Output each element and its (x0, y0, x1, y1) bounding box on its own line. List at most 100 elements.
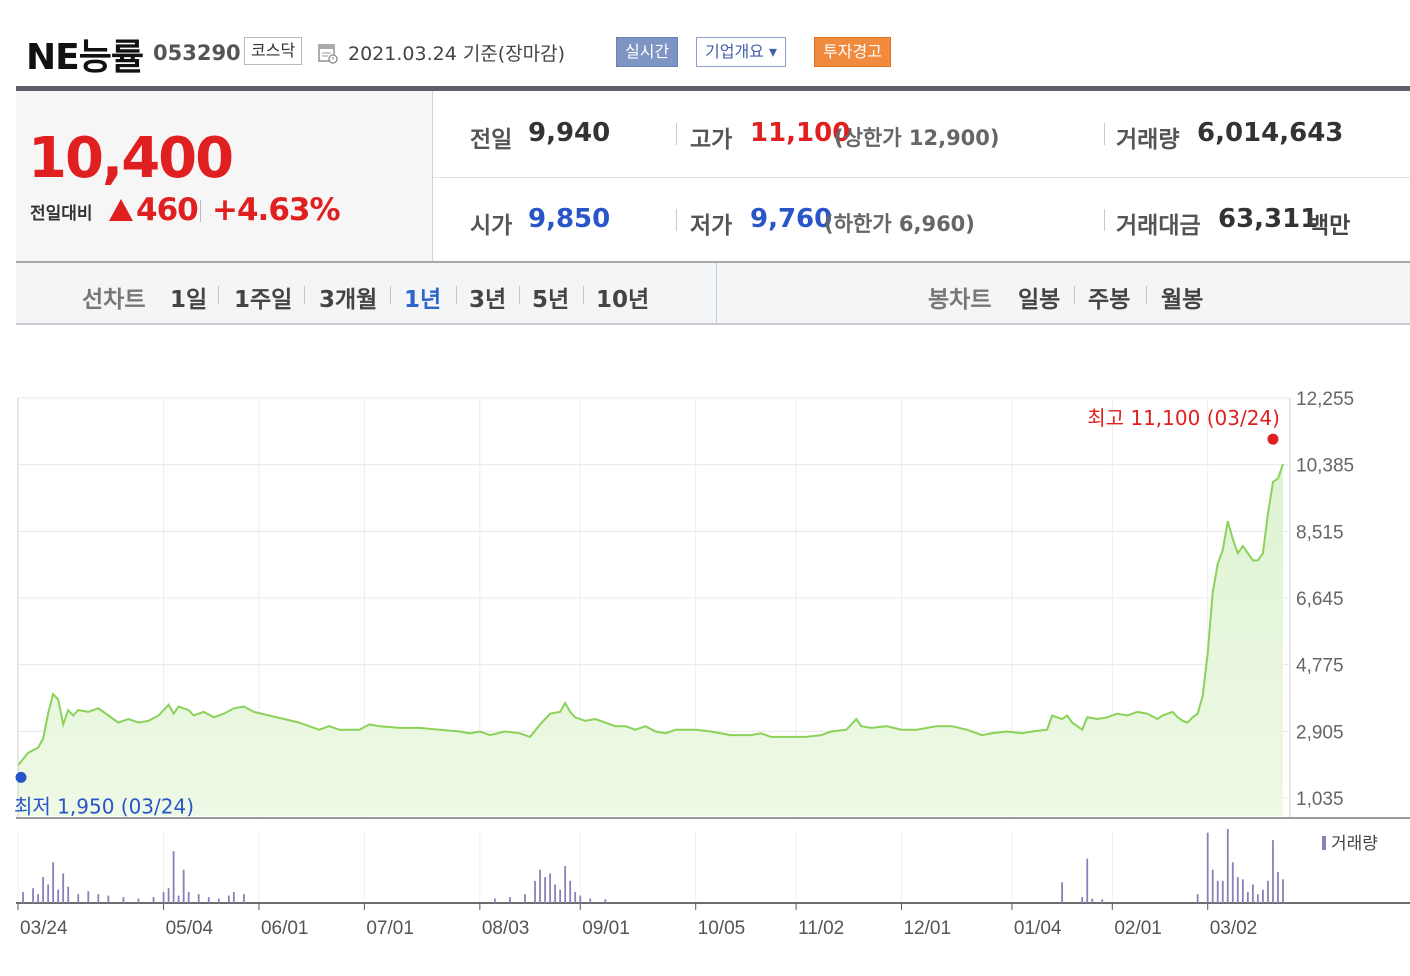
volume-bar (549, 873, 552, 903)
change-value: 460 (136, 192, 199, 228)
high-value: 11,100 (750, 118, 851, 148)
volume-value: 6,014,643 (1197, 118, 1344, 148)
period-1week[interactable]: 1주일 (234, 287, 293, 313)
volume-bar (197, 894, 200, 903)
x-tick-label: 03/02 (1210, 918, 1258, 939)
x-tick-label: 07/01 (366, 918, 414, 939)
period-separator (519, 286, 520, 304)
period-separator (304, 286, 305, 304)
volume-bar (207, 897, 210, 903)
open-label: 시가 (470, 213, 513, 239)
y-tick-label: 12,255 (1296, 389, 1354, 410)
x-tick-label: 08/03 (482, 918, 530, 939)
volume-bar (589, 898, 592, 903)
volume-bar (1272, 840, 1274, 903)
x-tick-label: 09/01 (582, 918, 630, 939)
period-3year[interactable]: 3년 (469, 287, 507, 313)
candle-weekly[interactable]: 주봉 (1088, 287, 1131, 313)
volume-bar (1221, 880, 1224, 903)
volume-bar (1226, 829, 1229, 903)
stat-separator (676, 209, 677, 231)
period-bar-divider (716, 263, 717, 324)
low-value: 9,760 (750, 204, 833, 234)
volume-label: 거래량 (1116, 127, 1180, 153)
volume-bar (1061, 882, 1064, 903)
y-tick-label: 1,035 (1296, 789, 1344, 810)
price-panel-bottom (16, 261, 1410, 263)
period-selector-bar (16, 263, 1410, 325)
amount-value: 63,311 (1218, 204, 1319, 234)
low-label: 저가 (690, 213, 733, 239)
stat-separator (1104, 209, 1105, 231)
volume-bar (534, 880, 536, 903)
volume-bar (1086, 858, 1089, 903)
x-tick-label: 10/05 (698, 918, 746, 939)
base-date: 2021.03.24 기준(장마감) (348, 43, 566, 65)
volume-bar (32, 888, 34, 903)
open-value: 9,850 (528, 204, 611, 234)
y-tick-label: 6,645 (1296, 589, 1344, 610)
period-3month[interactable]: 3개월 (319, 287, 378, 313)
volume-bar (152, 897, 155, 903)
change-separator (200, 200, 201, 222)
volume-bar (22, 891, 24, 903)
high-label: 고가 (690, 127, 733, 153)
period-1year[interactable]: 1년 (404, 287, 442, 313)
y-tick-label: 2,905 (1296, 722, 1344, 743)
calendar-icon (318, 42, 338, 64)
volume-bar (564, 866, 567, 903)
volume-bar (37, 894, 39, 903)
x-tick-label: 11/02 (798, 918, 844, 939)
volume-bar (524, 894, 526, 903)
volume-bar (97, 894, 100, 903)
volume-bar (539, 869, 541, 903)
volume-legend-label: 거래량 (1331, 834, 1378, 854)
volume-bar (559, 889, 562, 903)
upper-limit: (상한가 12,900) (834, 126, 1000, 150)
period-10year[interactable]: 10년 (596, 287, 650, 313)
volume-bar (42, 877, 44, 903)
candle-daily[interactable]: 일봉 (1018, 287, 1061, 313)
volume-bar (107, 895, 110, 903)
volume-bar (579, 895, 582, 903)
period-5year[interactable]: 5년 (532, 287, 570, 313)
volume-bar (217, 898, 220, 903)
realtime-button[interactable]: 실시간 (616, 37, 679, 67)
market-badge: 코스닥 (244, 37, 303, 65)
volume-bar (52, 862, 55, 903)
change-label: 전일대비 (30, 204, 93, 224)
volume-bar (1257, 894, 1259, 903)
stat-separator (676, 123, 677, 145)
volume-bar (162, 891, 165, 903)
volume-bar (1211, 869, 1214, 903)
volume-bar (122, 897, 125, 903)
period-separator (390, 286, 391, 304)
amount-unit: 백만 (1308, 213, 1351, 239)
period-1day[interactable]: 1일 (170, 287, 208, 313)
price-line (17, 463, 1284, 767)
y-tick-label: 4,775 (1296, 656, 1344, 677)
volume-bar (67, 886, 70, 903)
volume-bar (172, 851, 175, 903)
volume-bar (604, 899, 607, 903)
volume-bar (57, 889, 60, 903)
period-separator (456, 286, 457, 304)
prev-close-value: 9,940 (528, 118, 611, 148)
x-tick-label: 06/01 (261, 918, 309, 939)
x-tick-label: 03/24 (20, 918, 68, 939)
max-label: 최고 11,100 (03/24) (1087, 406, 1280, 430)
volume-bar (87, 891, 90, 903)
company-overview-dropdown[interactable]: 기업개요 ▾ (696, 37, 786, 67)
amount-label: 거래대금 (1116, 213, 1201, 239)
candle-monthly[interactable]: 월봉 (1161, 287, 1204, 313)
stock-code: 053290 (153, 41, 241, 65)
investment-warning-badge[interactable]: 투자경고 (814, 37, 891, 67)
volume-bar (1206, 832, 1209, 903)
period-separator (1074, 286, 1075, 304)
up-arrow-icon (108, 198, 134, 222)
volume-bar (1216, 880, 1219, 903)
x-tick-label: 12/01 (903, 918, 951, 939)
line-chart-label: 선차트 (82, 287, 146, 313)
volume-bar (242, 894, 245, 903)
volume-bar (1251, 884, 1254, 903)
